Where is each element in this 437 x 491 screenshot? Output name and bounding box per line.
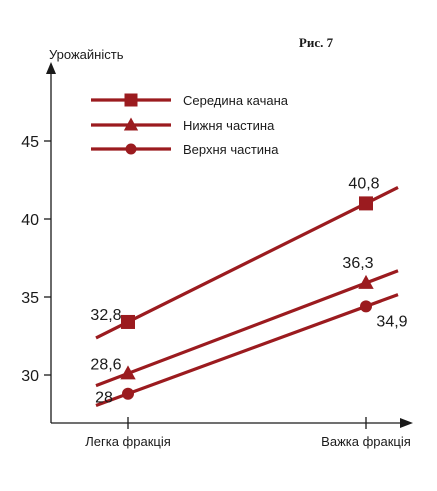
series-triangle: 28,6 36,3 xyxy=(90,255,399,388)
legend-marker xyxy=(123,117,139,131)
y-tick-label: 35 xyxy=(21,290,39,307)
series-layer: 32,8 40,8 28,6 36,3 28 34,9 xyxy=(90,175,408,407)
data-label: 34,9 xyxy=(376,313,407,330)
legend-marker xyxy=(124,93,138,107)
y-tick-label: 45 xyxy=(21,134,39,151)
axes: Урожайність xyxy=(46,47,413,428)
y-tick-label: 30 xyxy=(21,368,39,385)
series-square: 32,8 40,8 xyxy=(90,175,399,340)
x-tick-label: Легка фракція xyxy=(85,434,171,449)
data-label: 32,8 xyxy=(90,307,121,324)
data-point xyxy=(358,274,374,289)
y-tick-label: 40 xyxy=(21,212,39,229)
y-axis-label: Урожайність xyxy=(49,47,124,62)
data-label: 40,8 xyxy=(348,175,379,192)
data-point xyxy=(360,300,372,313)
x-axis-arrow xyxy=(400,418,413,428)
y-ticks: 30 35 40 45 xyxy=(21,134,51,385)
series-line xyxy=(95,293,399,407)
legend-label: Верхня частина xyxy=(183,142,279,157)
x-tick-label: Важка фракція xyxy=(321,434,411,449)
data-point xyxy=(359,196,373,211)
data-label: 36,3 xyxy=(342,255,373,272)
legend-item: Середина качана xyxy=(91,93,289,108)
series-line xyxy=(95,186,399,340)
data-point xyxy=(120,365,136,380)
x-ticks: Легка фракція Важка фракція xyxy=(85,417,411,449)
legend-item: Верхня частина xyxy=(91,142,279,157)
data-label: 28 xyxy=(95,390,113,407)
series-line xyxy=(95,269,399,388)
figure-caption: Рис. 7 xyxy=(299,35,334,50)
legend-marker xyxy=(125,143,137,155)
legend: Середина качана Нижня частина Верхня части… xyxy=(91,93,289,157)
data-label: 28,6 xyxy=(90,356,121,373)
y-axis-arrow xyxy=(46,62,56,74)
legend-label: Середина качана xyxy=(183,93,289,108)
data-point xyxy=(121,314,135,329)
legend-label: Нижня частина xyxy=(183,118,275,133)
data-point xyxy=(122,387,134,400)
legend-item: Нижня частина xyxy=(91,117,275,133)
series-circle: 28 34,9 xyxy=(95,293,408,407)
